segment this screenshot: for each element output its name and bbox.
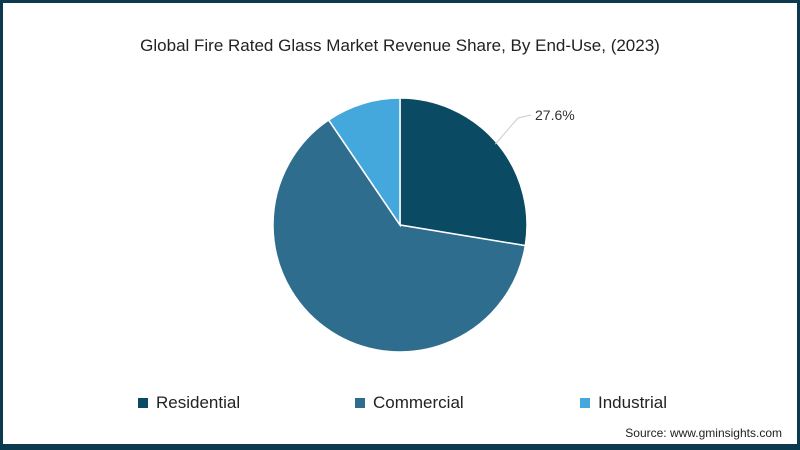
- legend-swatch-icon: [138, 398, 148, 408]
- pie-chart: 27.6%: [272, 97, 575, 353]
- chart-frame: Global Fire Rated Glass Market Revenue S…: [3, 3, 797, 444]
- legend-item-industrial[interactable]: Industrial: [580, 393, 667, 413]
- legend-item-residential[interactable]: Residential: [138, 393, 240, 413]
- annotation-leader-line: [494, 114, 532, 145]
- annotation-label: 27.6%: [535, 107, 575, 123]
- legend-label: Residential: [156, 393, 241, 412]
- pie-slices: [272, 97, 528, 353]
- pie-slice-industrial[interactable]: [327, 97, 401, 228]
- pie-slice-commercial[interactable]: [272, 118, 527, 353]
- legend-label: Commercial: [373, 393, 464, 412]
- legend-item-commercial[interactable]: Commercial: [355, 393, 464, 413]
- legend-swatch-icon: [355, 398, 365, 408]
- pie-slice-residential[interactable]: [399, 97, 528, 247]
- chart-title: Global Fire Rated Glass Market Revenue S…: [140, 36, 660, 55]
- legend-swatch-icon: [580, 398, 590, 408]
- legend-label: Industrial: [598, 393, 667, 412]
- legend: Residential Commercial Industrial: [3, 393, 797, 417]
- source-note: Source: www.gminsights.com: [625, 426, 782, 440]
